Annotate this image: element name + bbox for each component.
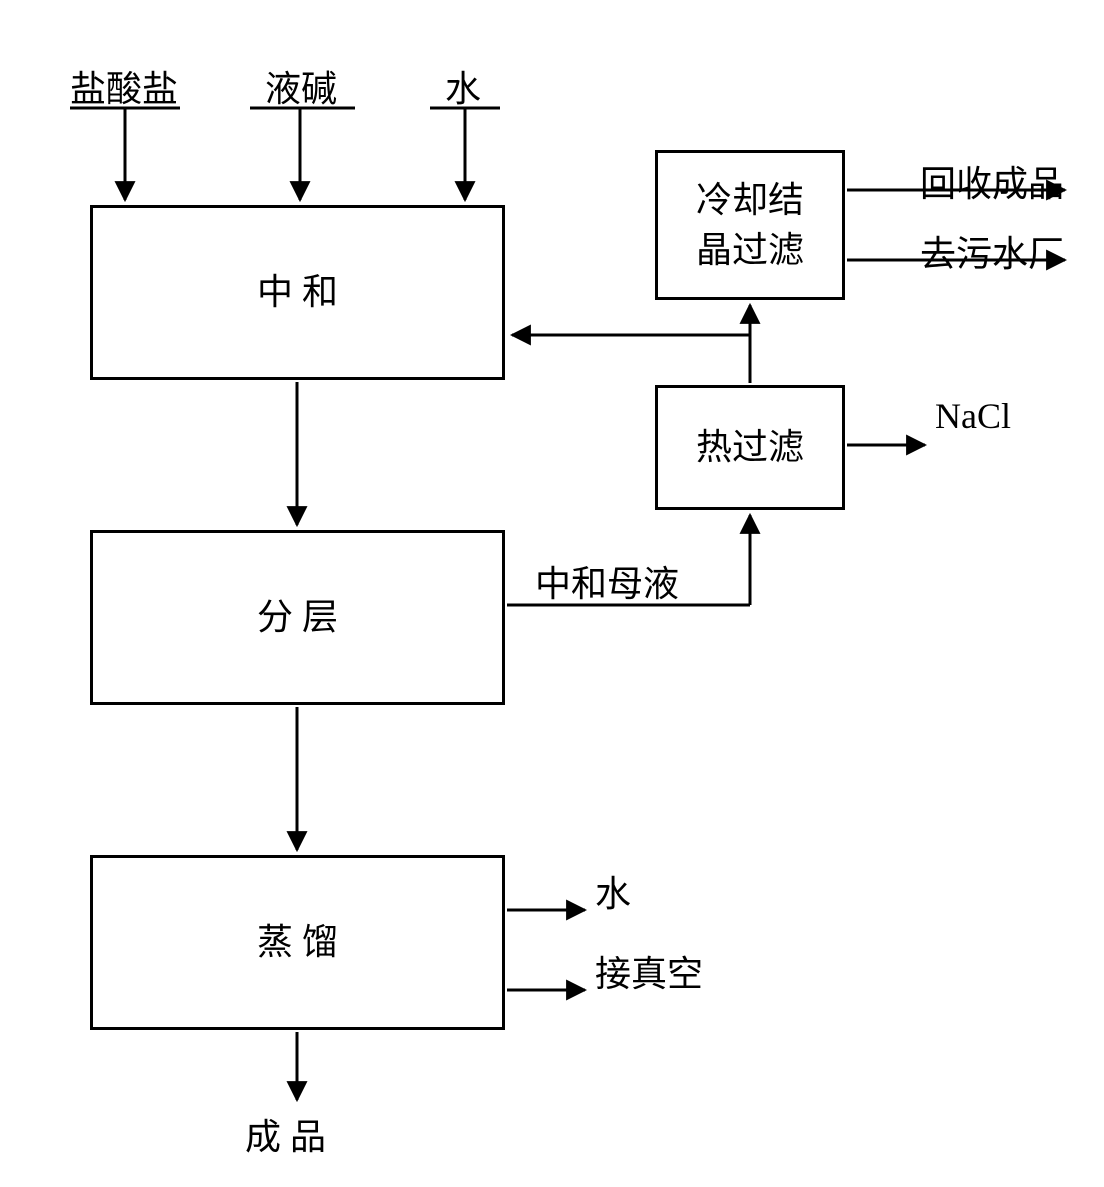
wastewater-label: 去污水厂	[920, 225, 1064, 277]
input-label-3: 水	[445, 60, 481, 112]
vacuum-label: 接真空	[595, 945, 703, 997]
cool-crystal-box: 冷却结 晶过滤	[655, 150, 845, 300]
distill-box: 蒸 馏	[90, 855, 505, 1030]
water-out-label: 水	[595, 865, 631, 917]
input-label-1: 盐酸盐	[70, 60, 178, 112]
nacl-label: NaCl	[935, 395, 1011, 437]
layering-box: 分 层	[90, 530, 505, 705]
hot-filter-label: 热过滤	[696, 422, 804, 472]
neutralize-label: 中 和	[257, 267, 338, 317]
layering-label: 分 层	[257, 592, 338, 642]
distill-label: 蒸 馏	[257, 917, 338, 967]
neutralize-box: 中 和	[90, 205, 505, 380]
cool-crystal-label: 冷却结 晶过滤	[696, 175, 804, 276]
input-label-2: 液碱	[265, 60, 337, 112]
recovered-label: 回收成品	[920, 155, 1064, 207]
product-label: 成 品	[245, 1108, 326, 1160]
hot-filter-box: 热过滤	[655, 385, 845, 510]
mother-liquor-label: 中和母液	[535, 555, 679, 607]
